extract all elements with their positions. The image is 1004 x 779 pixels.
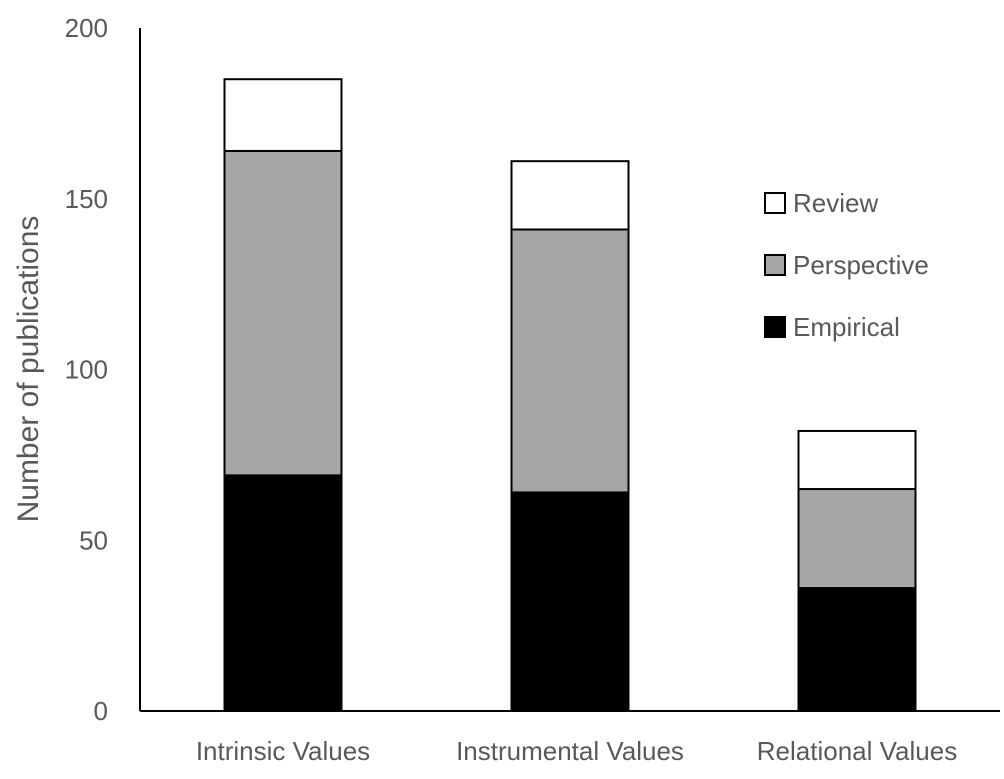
- category-labels: Intrinsic Values Instrumental Values Relat…: [196, 736, 957, 766]
- bar-instrumental-values-review: [510, 160, 630, 231]
- legend-label-perspective: Perspective: [793, 250, 929, 280]
- legend-swatch-review: [764, 192, 786, 214]
- bar-intrinsic-values-review: [223, 78, 343, 152]
- y-tick-labels: 0 50 100 150 200: [65, 13, 108, 726]
- legend-label-review: Review: [793, 188, 878, 218]
- bar-instrumental-values-perspective: [510, 228, 630, 494]
- category-label-relational-values: Relational Values: [757, 736, 957, 766]
- bar-instrumental-values-empirical: [510, 491, 630, 712]
- legend-swatch-perspective: [764, 254, 786, 276]
- y-tick-label: 150: [65, 184, 108, 214]
- bar-intrinsic-values-empirical: [223, 474, 343, 712]
- bar-relational-values-perspective: [797, 488, 917, 590]
- bar-relational-values-empirical: [797, 587, 917, 712]
- legend-swatch-empirical: [764, 316, 786, 338]
- legend: Review Perspective Empirical: [764, 188, 929, 342]
- y-tick-label: 50: [79, 525, 108, 555]
- bars-group: [223, 78, 917, 712]
- y-tick-label: 100: [65, 355, 108, 385]
- y-tick-label: 200: [65, 13, 108, 43]
- legend-label-empirical: Empirical: [793, 312, 900, 342]
- bar-intrinsic-values-perspective: [223, 149, 343, 477]
- category-label-instrumental-values: Instrumental Values: [456, 736, 684, 766]
- y-tick-label: 0: [94, 696, 108, 726]
- bar-relational-values-review: [797, 429, 917, 491]
- y-axis-title: Number of publications: [12, 216, 45, 523]
- category-label-intrinsic-values: Intrinsic Values: [196, 736, 370, 766]
